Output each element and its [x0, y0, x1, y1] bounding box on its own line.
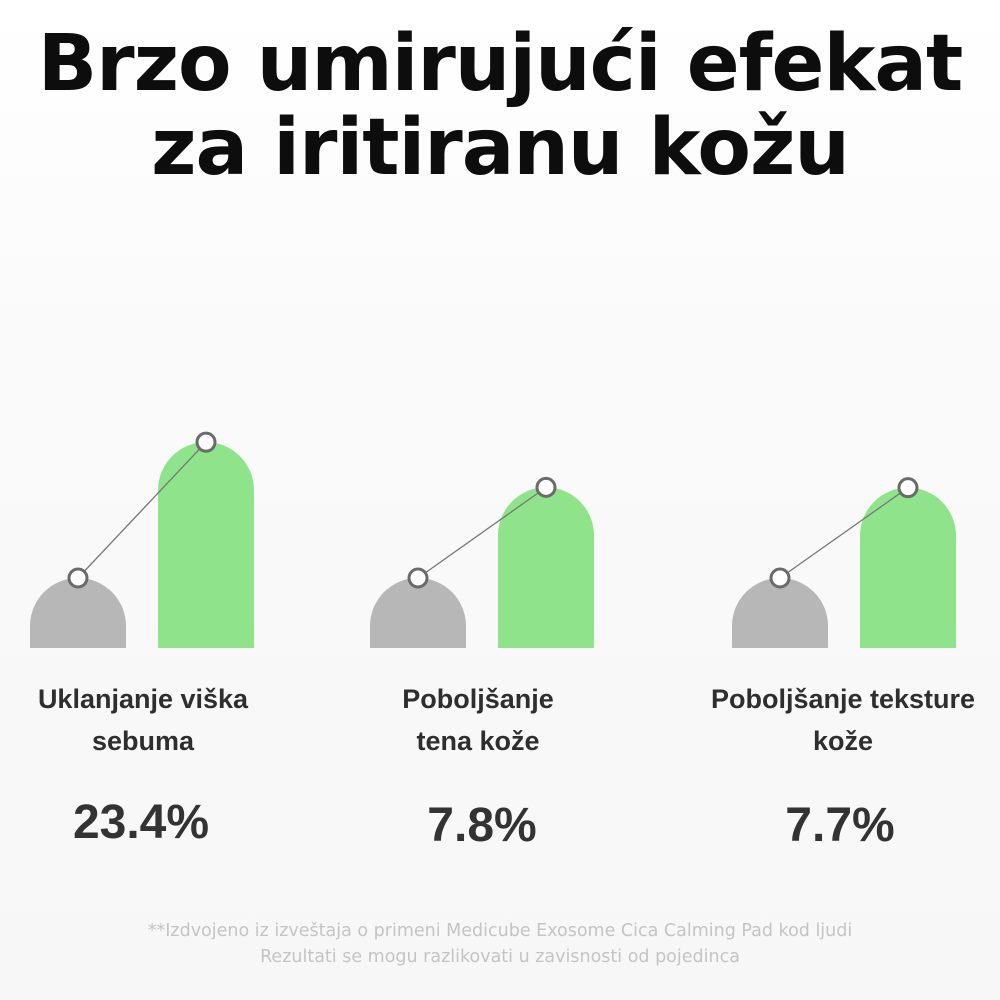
title-line-2: za iritiranu kožu: [151, 103, 850, 193]
category-label-line: sebuma: [91, 726, 195, 756]
category-label-line: Poboljšanje teksture: [710, 684, 976, 714]
after-marker-texture: [897, 477, 919, 499]
before-bar-skin-tone: [370, 578, 466, 648]
before-marker-texture: [769, 567, 791, 589]
after-bar-skin-tone: [498, 487, 594, 648]
title-line-1: Brzo umirujući efekat: [37, 19, 964, 109]
category-label-sebum: Uklanjanje viška sebuma: [0, 678, 293, 762]
footnote: **Izdvojeno iz izveštaja o primeni Medic…: [0, 918, 1000, 970]
value-label-skin-tone: 7.8%: [427, 799, 537, 852]
before-marker-sebum: [67, 567, 89, 589]
value-label-sebum: 23.4%: [72, 796, 210, 849]
category-label-skin-tone: Poboljšanje tena kože: [328, 678, 628, 762]
after-bar-texture: [860, 487, 956, 648]
category-label-line: tena kože: [416, 726, 540, 756]
connector-line-texture: [779, 487, 909, 579]
page-title: Brzo umirujući efekat za iritiranu kožu: [0, 22, 1000, 190]
after-marker-skin-tone: [535, 476, 557, 498]
after-bar-sebum: [158, 442, 254, 648]
category-label-line: Poboljšanje: [402, 684, 554, 714]
connector-line-sebum: [77, 441, 207, 579]
category-label-line: kože: [812, 726, 874, 756]
before-marker-skin-tone: [407, 567, 429, 589]
after-marker-sebum: [195, 431, 217, 453]
before-bar-sebum: [30, 578, 126, 648]
category-label-texture: Poboljšanje teksture kože: [693, 678, 993, 762]
connector-line-skin-tone: [417, 486, 547, 579]
value-label-texture: 7.7%: [785, 799, 895, 852]
before-bar-texture: [732, 578, 828, 648]
footnote-line-1: **Izdvojeno iz izveštaja o primeni Medic…: [147, 921, 853, 941]
category-label-line: Uklanjanje viška: [37, 684, 249, 714]
footnote-line-2: Rezultati se mogu razlikovati u zavisnos…: [260, 947, 740, 967]
